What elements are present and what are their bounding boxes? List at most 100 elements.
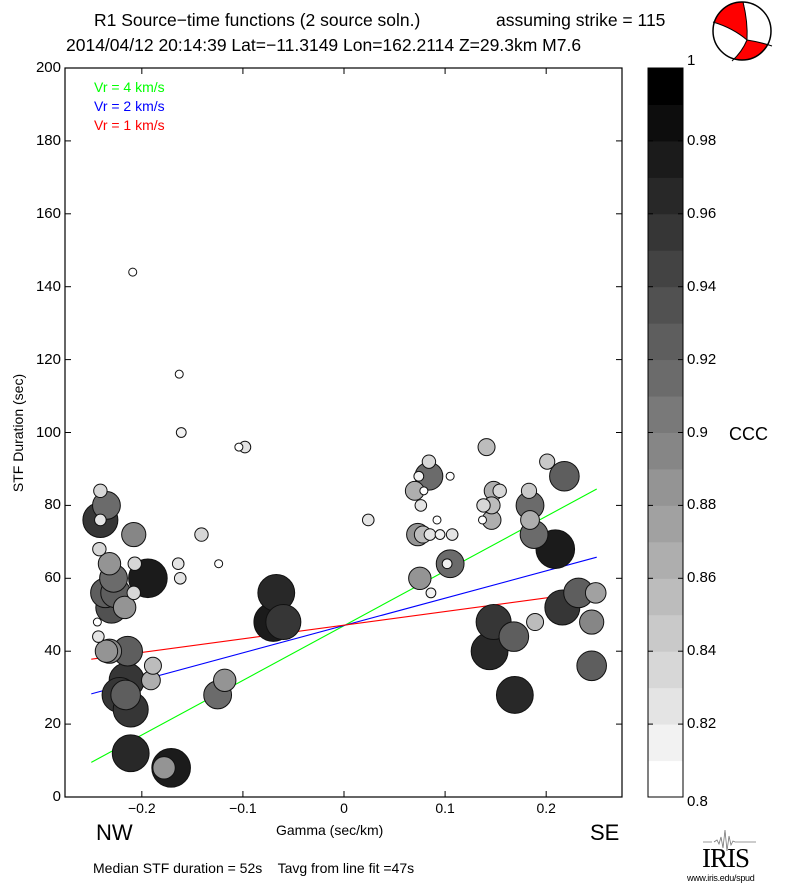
data-point	[441, 558, 453, 570]
data-point	[414, 499, 428, 512]
y-tick-label: 120	[35, 350, 61, 368]
y-tick-label: 140	[35, 277, 61, 295]
colorbar-tick-label: 0.96	[687, 204, 717, 222]
colorbar-swatch	[648, 432, 683, 470]
data-point	[539, 453, 556, 470]
iris-logo-text: IRIS	[702, 843, 750, 873]
data-point	[477, 515, 487, 525]
data-point	[425, 587, 437, 599]
data-point	[520, 510, 540, 530]
data-point	[111, 734, 150, 773]
data-point	[92, 541, 107, 557]
data-point	[432, 515, 442, 525]
data-point	[423, 528, 437, 541]
data-point	[213, 668, 237, 693]
colorbar-swatch	[648, 323, 683, 361]
data-point	[477, 438, 496, 457]
iris-logo-url: www.iris.edu/spud	[687, 873, 755, 883]
data-point	[520, 482, 538, 499]
colorbar-tick-label: 0.98	[687, 131, 717, 149]
x-tick-label: 0.2	[536, 800, 556, 816]
data-point	[421, 454, 437, 469]
data-point	[584, 582, 607, 604]
data-point	[175, 427, 187, 438]
strike-label: assuming strike = 115	[496, 10, 666, 30]
data-point	[476, 498, 491, 513]
legend-vr4: Vr = 4 km/s	[94, 79, 165, 95]
y-tick-label: 20	[44, 715, 61, 733]
y-axis-label: STF Duration (sec)	[10, 373, 26, 493]
x-axis-label: Gamma (sec/km)	[276, 822, 384, 838]
data-point	[174, 369, 184, 379]
y-tick-label: 60	[44, 569, 61, 587]
data-point	[361, 513, 375, 527]
colorbar-swatch	[648, 505, 683, 543]
y-tick-label: 40	[44, 642, 61, 660]
y-tick-label: 200	[35, 59, 61, 76]
data-point	[445, 471, 455, 481]
iris-logo	[703, 829, 756, 852]
colorbar-tick-label: 0.84	[687, 642, 717, 660]
colorbar-swatch	[648, 213, 683, 251]
colorbar-swatch	[648, 687, 683, 725]
colorbar-swatch	[648, 614, 683, 652]
colorbar-tick-label: 0.94	[687, 277, 717, 295]
colorbar-swatch	[648, 724, 683, 762]
y-tick-label: 100	[35, 423, 61, 441]
data-point	[492, 483, 507, 499]
data-point	[143, 656, 162, 675]
data-point	[97, 552, 122, 576]
data-point	[93, 483, 108, 499]
summary-text: Median STF duration = 52s Tavg from line…	[93, 860, 415, 876]
data-point	[419, 486, 429, 496]
data-point	[214, 559, 224, 569]
chart-title: R1 Source−time functions (2 source soln.…	[94, 10, 421, 30]
colorbar-tick-label: 0.8	[687, 793, 708, 810]
data-point	[408, 566, 432, 590]
data-point	[413, 470, 425, 482]
direction-nw: NW	[96, 820, 133, 845]
data-point	[526, 613, 545, 632]
colorbar-swatch	[648, 177, 683, 215]
colorbar-tick-label: 0.92	[687, 350, 717, 368]
beachball-icon	[712, 1, 773, 62]
colorbar-label: CCC	[729, 424, 768, 444]
colorbar-swatch	[648, 68, 683, 105]
colorbar-tick-label: 1	[687, 52, 696, 69]
x-tick-label: −0.1	[229, 800, 257, 816]
data-point	[445, 528, 459, 541]
data-point	[127, 556, 142, 571]
data-point	[171, 557, 185, 571]
data-point	[128, 267, 138, 277]
colorbar-tick-label: 0.82	[687, 715, 717, 733]
colorbar-swatch	[648, 250, 683, 288]
data-point	[94, 639, 119, 663]
data-point	[234, 442, 244, 452]
colorbar-swatch	[648, 760, 683, 798]
data-point	[112, 595, 137, 620]
data-point	[110, 679, 141, 711]
colorbar-tick-label: 0.9	[687, 423, 708, 441]
data-point	[265, 604, 302, 641]
data-point	[173, 572, 187, 585]
event-info: 2014/04/12 20:14:39 Lat=−11.3149 Lon=162…	[66, 35, 582, 55]
data-point	[152, 756, 176, 780]
legend-vr2: Vr = 2 km/s	[94, 98, 165, 114]
colorbar-swatch	[648, 541, 683, 579]
data-point	[495, 676, 534, 714]
colorbar-tick-label: 0.86	[687, 569, 717, 587]
data-point	[92, 617, 102, 627]
direction-se: SE	[590, 820, 620, 845]
data-point	[126, 585, 141, 601]
data-point	[121, 521, 147, 548]
colorbar-swatch	[648, 286, 683, 324]
colorbar-swatch	[648, 578, 683, 616]
colorbar-swatch	[648, 468, 683, 506]
data-point	[549, 460, 580, 492]
data-point	[498, 621, 530, 652]
y-tick-label: 0	[52, 788, 61, 805]
x-tick-label: 0.1	[435, 800, 455, 816]
data-point	[579, 609, 605, 635]
x-tick-label: −0.2	[127, 800, 156, 816]
